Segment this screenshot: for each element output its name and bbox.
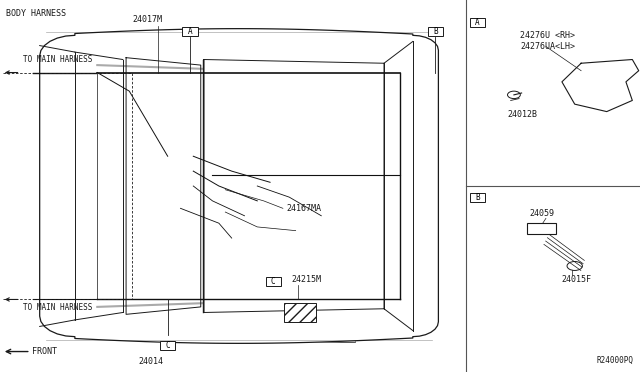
Text: 24167MA: 24167MA — [286, 204, 321, 213]
Bar — [470, 193, 485, 202]
Text: TO MAIN HARNESS: TO MAIN HARNESS — [23, 303, 92, 312]
Text: BODY HARNESS: BODY HARNESS — [6, 9, 67, 18]
Bar — [284, 303, 316, 322]
Polygon shape — [40, 29, 438, 343]
Bar — [160, 341, 175, 350]
Bar — [182, 27, 198, 36]
Text: 24276UA<LH>: 24276UA<LH> — [520, 42, 575, 51]
Text: A: A — [188, 27, 193, 36]
Text: 24015F: 24015F — [562, 275, 592, 284]
Text: 24017M: 24017M — [132, 15, 163, 24]
Polygon shape — [562, 60, 639, 112]
Bar — [266, 292, 355, 342]
Text: R24000PQ: R24000PQ — [596, 356, 634, 365]
Bar — [470, 18, 485, 27]
Text: C: C — [165, 341, 170, 350]
Text: 24012B: 24012B — [508, 110, 538, 119]
Text: B: B — [475, 193, 480, 202]
Text: FRONT: FRONT — [32, 347, 57, 356]
Text: 24276U <RH>: 24276U <RH> — [520, 31, 575, 40]
Text: 24215M: 24215M — [291, 275, 321, 283]
Bar — [428, 27, 443, 36]
Text: 24059: 24059 — [530, 209, 555, 218]
Text: TO MAIN HARNESS: TO MAIN HARNESS — [23, 55, 92, 64]
Text: B: B — [433, 27, 438, 36]
Bar — [266, 277, 281, 286]
Text: 24014: 24014 — [139, 357, 164, 366]
Text: A: A — [475, 18, 480, 27]
Bar — [527, 223, 556, 234]
Text: C: C — [271, 277, 276, 286]
